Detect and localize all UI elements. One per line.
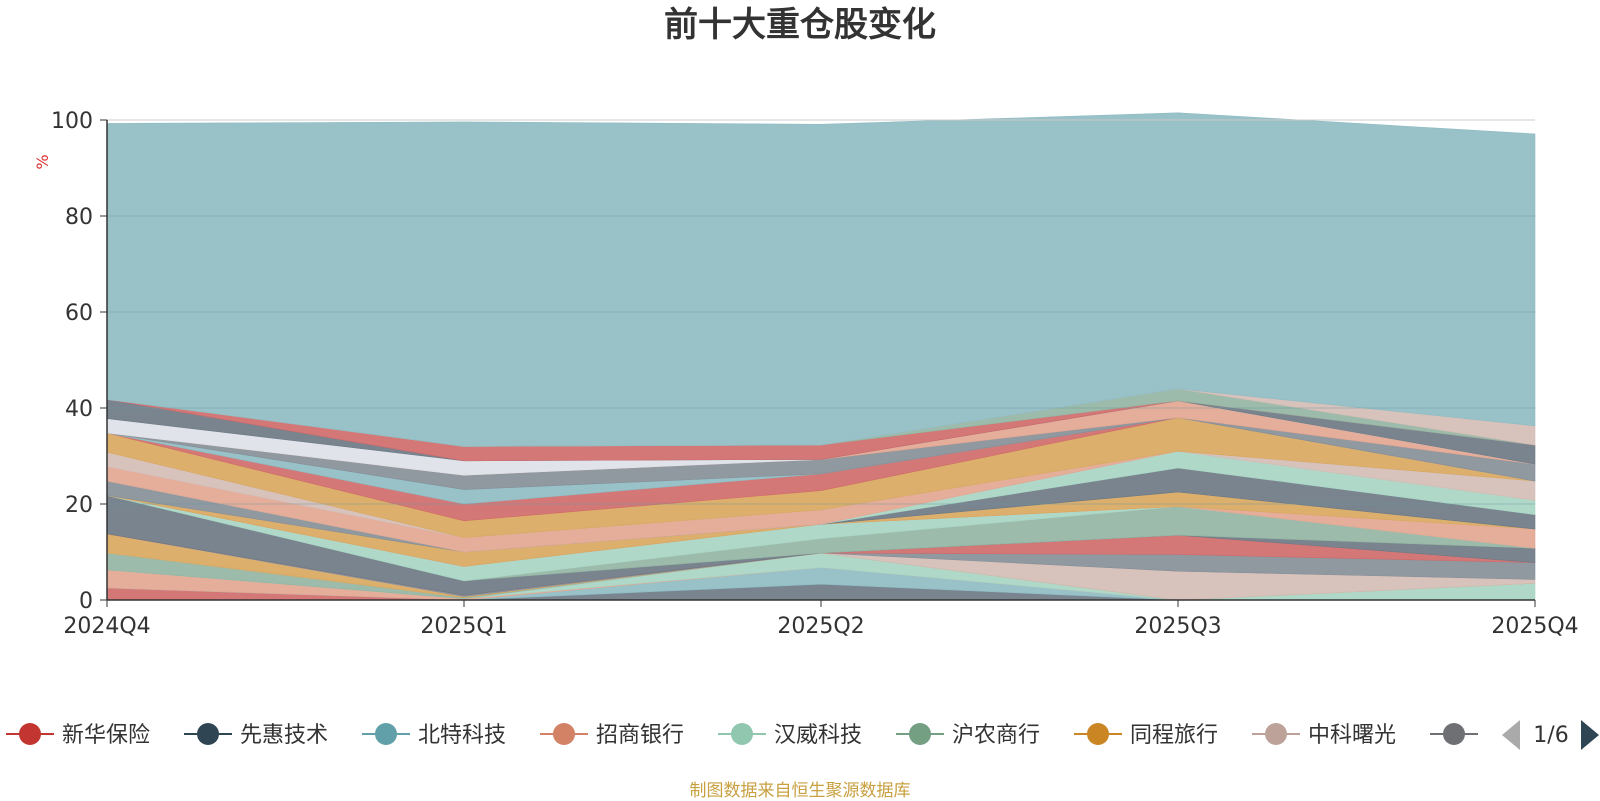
legend-label-1: 先惠技术	[240, 723, 328, 748]
chart-title: 前十大重仓股变化	[664, 5, 936, 45]
axes: 0 20 40 60 80 100 2024Q4 2025Q1 2025Q2 2025Q3 2025…	[51, 109, 1579, 639]
legend-label-5: 沪农商行	[952, 723, 1040, 748]
legend-item-2[interactable]: 北特科技	[362, 723, 506, 748]
y-tick-label-60: 60	[65, 301, 93, 326]
legend-next-arrow-icon[interactable]	[1581, 720, 1599, 750]
legend-page-indicator: 1/6	[1533, 723, 1568, 748]
legend-marker-3	[553, 723, 575, 745]
legend-prev-arrow-icon[interactable]	[1502, 720, 1520, 750]
y-tick-label-80: 80	[65, 205, 93, 230]
legend-item-5[interactable]: 沪农商行	[896, 723, 1040, 748]
legend-marker-1	[197, 723, 219, 745]
data-source-note: 制图数据来自恒生聚源数据库	[689, 781, 911, 801]
legend-label-0: 新华保险	[62, 723, 150, 748]
x-tick-label-2025Q1: 2025Q1	[420, 614, 507, 639]
legend-item-6[interactable]: 同程旅行	[1074, 723, 1218, 748]
legend-item-3[interactable]: 招商银行	[540, 723, 684, 748]
legend-label-3: 招商银行	[596, 723, 684, 748]
series-area-30	[106, 112, 1536, 447]
x-tick-label-2025Q4: 2025Q4	[1491, 614, 1578, 639]
y-tick-label-100: 100	[51, 109, 93, 134]
legend-marker-4	[731, 723, 753, 745]
y-tick-label-0: 0	[79, 589, 93, 614]
legend-marker-8	[1443, 723, 1465, 745]
legend-marker-6	[1087, 723, 1109, 745]
legend-marker-5	[909, 723, 931, 745]
y-axis-label: %	[33, 154, 52, 169]
x-tick-label-2024Q4: 2024Q4	[63, 614, 150, 639]
legend-label-2: 北特科技	[418, 723, 506, 748]
legend[interactable]: 新华保险先惠技术北特科技招商银行汉威科技沪农商行同程旅行中科曙光洋1/6	[6, 712, 1600, 756]
gridlines	[107, 119, 1535, 505]
legend-label-4: 汉威科技	[774, 723, 862, 748]
y-tick-label-20: 20	[65, 493, 93, 518]
legend-marker-7	[1265, 723, 1287, 745]
legend-marker-0	[19, 723, 41, 745]
series-areas	[106, 112, 1536, 601]
legend-label-6: 同程旅行	[1130, 723, 1218, 748]
x-tick-label-2025Q3: 2025Q3	[1134, 614, 1221, 639]
legend-item-7[interactable]: 中科曙光	[1252, 723, 1396, 748]
legend-label-7: 中科曙光	[1308, 723, 1396, 748]
legend-item-1[interactable]: 先惠技术	[184, 723, 328, 748]
x-tick-label-2025Q2: 2025Q2	[777, 614, 864, 639]
legend-item-0[interactable]: 新华保险	[6, 723, 150, 748]
y-tick-label-40: 40	[65, 397, 93, 422]
legend-item-4[interactable]: 汉威科技	[718, 723, 862, 748]
legend-marker-2	[375, 723, 397, 745]
